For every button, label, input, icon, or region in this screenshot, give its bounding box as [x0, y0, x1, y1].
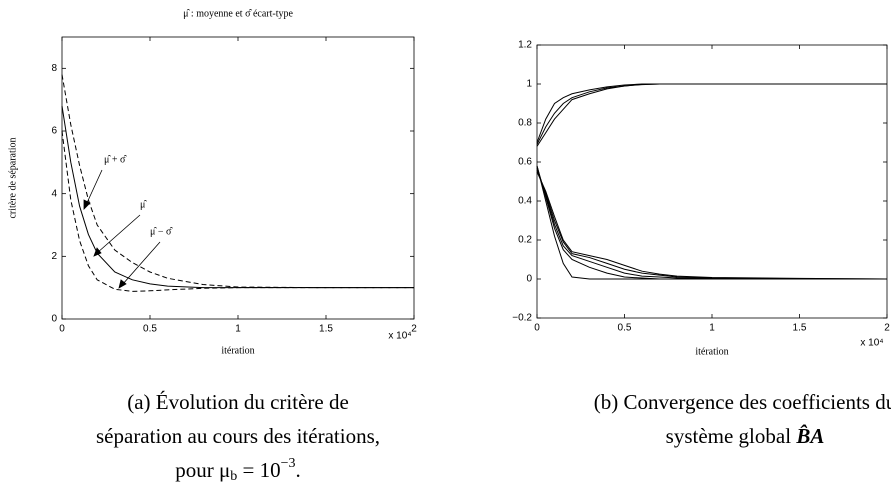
y-tick-label: 2	[51, 251, 57, 262]
x-multiplier: x 10⁴	[860, 338, 883, 349]
caption: (a) Évolution du critère de	[127, 390, 349, 414]
caption-sub: b	[230, 469, 237, 484]
caption-part: système global	[666, 424, 797, 448]
data-line	[536, 171, 888, 280]
data-line	[536, 83, 887, 143]
data-line	[536, 83, 887, 147]
x-axis-label: itération	[221, 345, 254, 356]
x-tick-label: 0	[534, 323, 540, 334]
x-tick-label: 1	[709, 323, 715, 334]
caption-part: = 10	[237, 458, 280, 482]
y-tick-label: 0.6	[518, 157, 532, 168]
x-tick-label: 2	[411, 324, 417, 335]
data-line	[536, 83, 887, 145]
data-line	[61, 130, 414, 292]
caption-part: .	[296, 458, 301, 482]
x-tick-label: 0.5	[618, 323, 632, 334]
arrows	[83, 169, 161, 289]
y-tick-label: 0.2	[518, 235, 532, 246]
arrow-head	[93, 247, 102, 257]
caption-part: pour μ	[175, 458, 230, 482]
data-line	[536, 165, 887, 280]
arrow	[85, 169, 103, 206]
y-axis-label: critère de séparation	[7, 137, 18, 218]
x-tick-label: 1.5	[793, 323, 807, 334]
x-tick-label: 0.5	[143, 324, 157, 335]
x-multiplier: x 10⁴	[388, 331, 411, 342]
arrow-head	[83, 199, 91, 210]
data-line	[536, 169, 888, 280]
caption: séparation au cours des itérations,	[96, 424, 380, 448]
annotation: μ̂	[140, 199, 147, 210]
x-tick-label: 1	[235, 324, 241, 335]
caption: système global B̂A	[666, 423, 825, 448]
y-tick-label: 6	[51, 126, 57, 137]
x-axis-label: itération	[695, 346, 728, 357]
arrow	[96, 214, 141, 254]
annotation: μ̂ − σ̂	[150, 226, 173, 237]
data-line	[61, 105, 414, 289]
x-tick-label: 1.5	[319, 324, 333, 335]
y-tick-label: 1.2	[518, 40, 532, 51]
y-tick-label: 0	[526, 274, 532, 285]
caption: (b) Convergence des coefficients du	[594, 390, 891, 414]
caption-sup: −3	[281, 456, 296, 471]
y-tick-label: 0	[51, 314, 57, 325]
data-line	[536, 167, 887, 280]
caption: pour μb = 10−3.	[175, 456, 301, 484]
y-tick-label: 1	[526, 79, 532, 90]
arrow-head	[118, 279, 127, 289]
y-tick-label: 0.8	[518, 118, 532, 129]
x-tick-label: 0	[59, 324, 65, 335]
y-tick-label: −0.2	[512, 313, 532, 324]
data-line	[536, 165, 887, 280]
data-line	[61, 74, 414, 289]
y-tick-label: 8	[51, 63, 57, 74]
y-tick-label: 4	[51, 188, 57, 199]
x-tick-label: 2	[884, 323, 890, 334]
arrow	[121, 241, 161, 286]
annotation: μ̂ + σ̂	[104, 154, 127, 165]
y-tick-label: 0.4	[518, 196, 532, 207]
chart-title: μ̂ : moyenne et σ̂ écart-type	[183, 8, 293, 19]
caption-math: B̂A	[795, 423, 824, 448]
axes-box	[61, 36, 415, 320]
